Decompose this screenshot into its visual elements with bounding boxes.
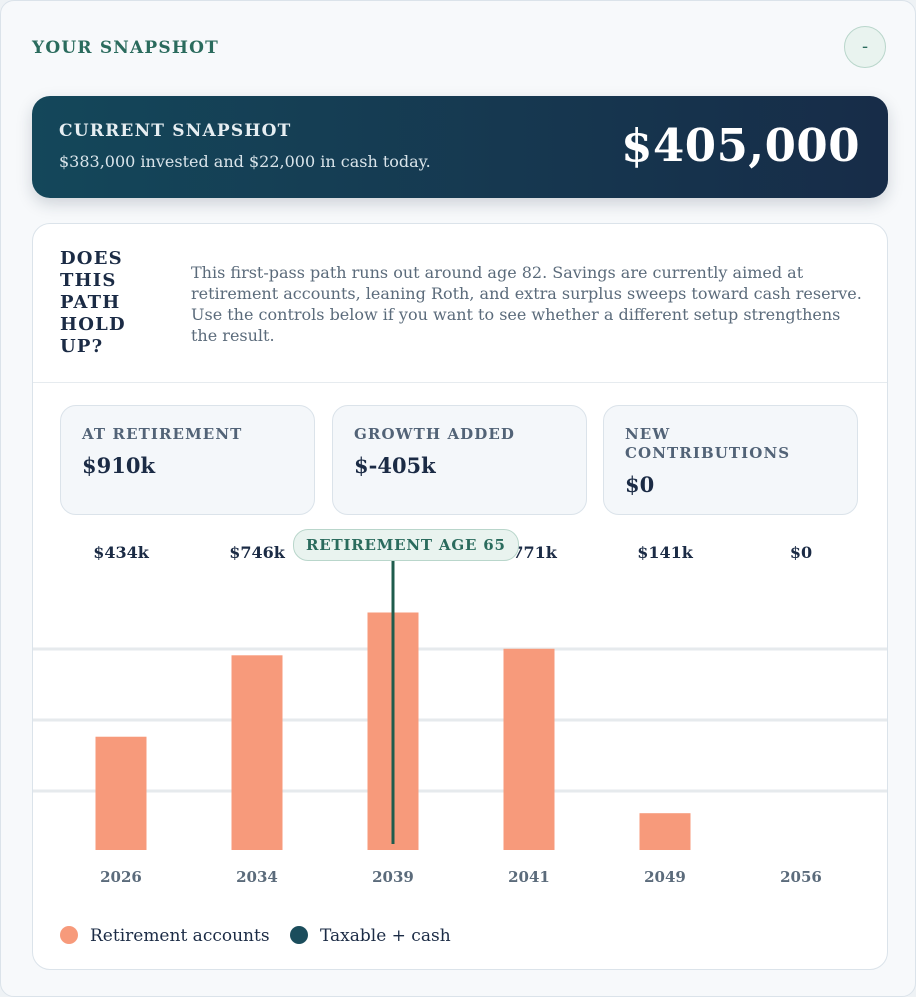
bar-retirement xyxy=(503,648,555,850)
snapshot-label: CURRENT SNAPSHOT xyxy=(59,121,292,141)
bar-retirement xyxy=(231,655,283,850)
retirement-age-badge: RETIREMENT AGE 65 xyxy=(293,529,519,561)
x-tick-label: 2039 xyxy=(372,868,414,886)
snapshot-subtitle: $383,000 invested and $22,000 in cash to… xyxy=(59,152,431,171)
metric-label: NEW CONTRIBUTIONS xyxy=(625,425,791,462)
metric-value: $910k xyxy=(82,453,155,478)
divider xyxy=(33,382,887,383)
x-tick-label: 2056 xyxy=(780,868,822,886)
bar-retirement xyxy=(639,813,691,850)
x-tick-label: 2026 xyxy=(100,868,142,886)
legend-label: Taxable + cash xyxy=(320,926,451,946)
legend-swatch-taxable xyxy=(290,926,308,944)
data-label: $0 xyxy=(790,543,812,562)
metric-value: $0 xyxy=(625,472,655,497)
legend-swatch-retirement xyxy=(60,926,78,944)
metric-label: GROWTH ADDED xyxy=(354,425,516,443)
metric-at-retirement: AT RETIREMENT $910k xyxy=(60,405,315,515)
x-tick-label: 2049 xyxy=(644,868,686,886)
x-tick-label: 2034 xyxy=(236,868,278,886)
legend-item-taxable: Taxable + cash xyxy=(290,924,451,948)
metric-growth-added: GROWTH ADDED $-405k xyxy=(332,405,587,515)
data-label: $141k xyxy=(637,543,694,562)
legend-item-retirement: Retirement accounts xyxy=(60,924,270,948)
path-check-title: DOES THIS PATH HOLD UP? xyxy=(60,248,126,357)
snapshot-total-value: $405,000 xyxy=(621,119,860,172)
data-label: $434k xyxy=(93,543,150,562)
metric-label: AT RETIREMENT xyxy=(82,425,243,443)
path-check-description: This first-pass path runs out around age… xyxy=(191,263,862,345)
x-tick-label: 2041 xyxy=(508,868,550,886)
chart-canvas: $434k2026$746k2034$910k2039$771k2041$141… xyxy=(33,543,887,886)
collapse-button[interactable]: - xyxy=(844,26,886,68)
legend-label: Retirement accounts xyxy=(90,926,270,946)
data-label: $746k xyxy=(229,543,286,562)
path-check-card: DOES THIS PATH HOLD UP? This first-pass … xyxy=(32,223,888,970)
balance-bar-chart: $434k2026$746k2034$910k2039$771k2041$141… xyxy=(33,524,887,924)
current-snapshot-card: CURRENT SNAPSHOT $383,000 invested and $… xyxy=(32,96,888,198)
metric-new-contributions: NEW CONTRIBUTIONS $0 xyxy=(603,405,858,515)
bar-retirement xyxy=(95,736,147,850)
panel-title: YOUR SNAPSHOT xyxy=(32,38,220,58)
metric-value: $-405k xyxy=(354,453,436,478)
